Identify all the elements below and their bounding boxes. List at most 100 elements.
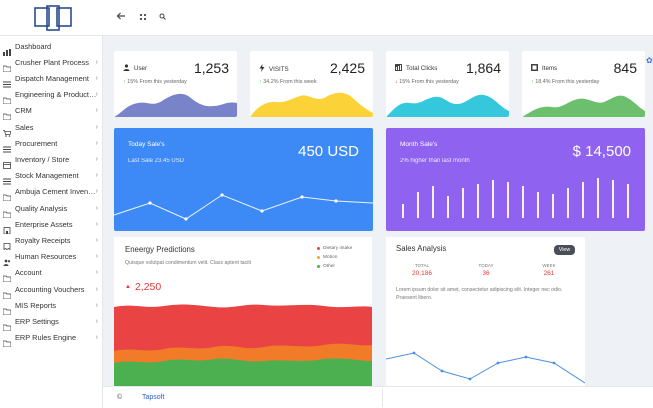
chevron-right-icon: › [95,236,98,244]
energy-predictions-card: Eneergy Predictions Quisque volutpat con… [114,237,372,386]
chevron-right-icon: › [95,285,98,293]
sidebar-item-inventory-store[interactable]: Inventory / Store › [0,151,103,169]
legend-label: Other [323,264,335,269]
chevron-right-icon: › [95,220,98,228]
sidebar-item-label: Ambuja Cement Inventory [15,187,97,197]
today-sales-title: Today Sale's [128,141,165,148]
legend-label: Dietary intake [323,246,353,251]
today-sales-value: 450 USD [298,143,359,160]
stat-label: VISITS [259,64,289,74]
bar-chart-icon [3,43,11,56]
stat-card-total-clicks[interactable]: Total Clicks 1,864 ↓ 15% From this yeste… [386,51,509,117]
stat-subtitle-text: 15% From this yesterday [127,79,187,85]
users-icon [3,253,11,267]
stat-value: 845 [613,60,637,76]
sidebar-item-label: CRM [15,106,32,116]
stat-label-text: Total Clicks [406,65,438,72]
legend-other: Other [317,264,335,269]
sidebar-item-label: Sales [15,122,34,132]
sidebar-item-crusher-plant-process[interactable]: Crusher Plant Process › [0,54,103,73]
sales-total-value: 20,186 [412,270,432,277]
arrow-up-icon: ↑ [123,79,128,85]
sales-today: TODAY 36 [466,263,506,277]
search-icon[interactable] [159,11,166,23]
chevron-right-icon: › [95,269,98,277]
caret-up-icon: ▲ [125,284,131,290]
sidebar-item-crm[interactable]: CRM › [0,103,103,121]
today-sales-card: Today Sale's Last Sale 23.45 USD 450 USD [114,128,373,231]
sidebar-item-stock-management[interactable]: Stock Management › [0,168,103,185]
stat-value: 1,864 [465,60,501,76]
energy-value: ▲ 2,250 [125,281,161,293]
stat-label: User [123,64,147,73]
stat-card-user[interactable]: User 1,253 ↑ 15% From this yesterday [114,51,237,117]
chevron-right-icon: › [95,58,98,66]
legend-dot [317,265,320,268]
user-sparkline [114,93,237,117]
stat-value: 2,425 [329,60,365,76]
energy-area-chart [114,304,372,386]
arrow-up-icon: ↑ [531,79,536,85]
chevron-right-icon: › [95,91,98,99]
sidebar-item-enterprise-assets[interactable]: Enterprise Assets › [0,216,103,235]
sidebar-item-mis-reports[interactable]: MIS Reports › [0,297,103,316]
list-icon [3,75,11,88]
energy-description: Quisque volutpat condimentum velit. Clas… [125,260,252,266]
energy-value-text: 2,250 [134,281,162,293]
legend-dietary: Dietary intake [317,246,352,251]
folder-icon [2,269,12,283]
stat-subtitle: ↑ 15% From this yesterday [123,79,187,85]
sidebar-item-label: Quality Analysis [15,203,68,213]
month-sales-card: Month Sale's 2% higher than last month $… [386,128,645,231]
sidebar-item-royalty-receipts[interactable]: Royalty Receipts › [0,232,103,251]
stat-value: 1,253 [193,60,229,76]
stat-card-visits[interactable]: VISITS 2,425 ↑ 34.2% From this week [250,51,373,117]
folder-icon [2,302,12,316]
view-button[interactable]: View [554,245,575,255]
sidebar-item-accounting-vouchers[interactable]: Accounting Vouchers › [0,281,103,299]
sidebar-item-sales[interactable]: Sales › [0,119,103,137]
sidebar-item-dashboard[interactable]: Dashboard [0,38,103,56]
grid-icon[interactable] [140,11,146,23]
box-icon [3,156,11,169]
chevron-right-icon: › [95,155,98,163]
sidebar-item-ambuja-cement-inventory[interactable]: Ambuja Cement Inventory › [0,184,103,202]
stat-label-text: User [134,65,148,72]
chevron-right-icon: › [95,74,98,82]
app-logo[interactable] [33,4,73,32]
sidebar-item-label: ERP Settings [15,316,59,326]
chevron-right-icon: › [95,123,98,131]
sidebar-item-dispatch-management[interactable]: Dispatch Management › [0,70,103,88]
sidebar-item-quality-analysis[interactable]: Quality Analysis › [0,200,103,218]
folder-icon [2,205,12,218]
chevron-right-icon: › [95,301,98,309]
arrow-down-icon: ↓ [395,79,400,85]
settings-gear-icon[interactable]: ✿ [646,56,653,65]
footer-brand-link[interactable]: Tapsoft [142,394,165,401]
sidebar-item-human-resources[interactable]: Human Resources › [0,249,103,267]
sales-total-label: TOTAL [414,263,430,268]
chevron-right-icon: › [95,188,98,196]
sales-today-label: TODAY [478,263,494,268]
folder-icon [2,107,12,121]
sidebar-item-label: MIS Reports [15,300,57,310]
footer-divider [382,389,383,407]
today-sales-subtitle: Last Sale 23.45 USD [128,158,185,164]
sidebar-item-engineering-production[interactable]: Engineering & Production › [0,87,103,105]
stat-card-items[interactable]: Items 845 ↑ 18.4% From this yesterday [522,51,645,117]
sidebar-item-procurement[interactable]: Procurement › [0,135,103,153]
top-bar [0,0,653,36]
sidebar-item-label: Human Resources [15,252,77,262]
stat-subtitle-text: 15% From this yesterday [399,79,459,85]
sales-analysis-title: Sales Analysis [396,244,447,253]
sidebar-item-erp-rules-engine[interactable]: ERP Rules Engine › [0,330,103,348]
month-sales-title: Month Sale's [400,141,438,148]
sidebar-item-erp-settings[interactable]: ERP Settings › [0,313,103,332]
chart-icon [395,64,402,73]
arrow-left-icon[interactable] [116,11,126,24]
list-icon [3,172,11,185]
legend-dot [317,256,320,259]
stat-subtitle-text: 34.2% From this week [263,79,317,85]
legend-motion: Motion [317,255,337,260]
sidebar-item-account[interactable]: Account › [0,265,103,283]
